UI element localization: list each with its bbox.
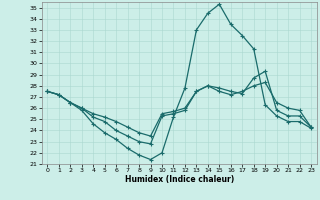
X-axis label: Humidex (Indice chaleur): Humidex (Indice chaleur) — [124, 175, 234, 184]
